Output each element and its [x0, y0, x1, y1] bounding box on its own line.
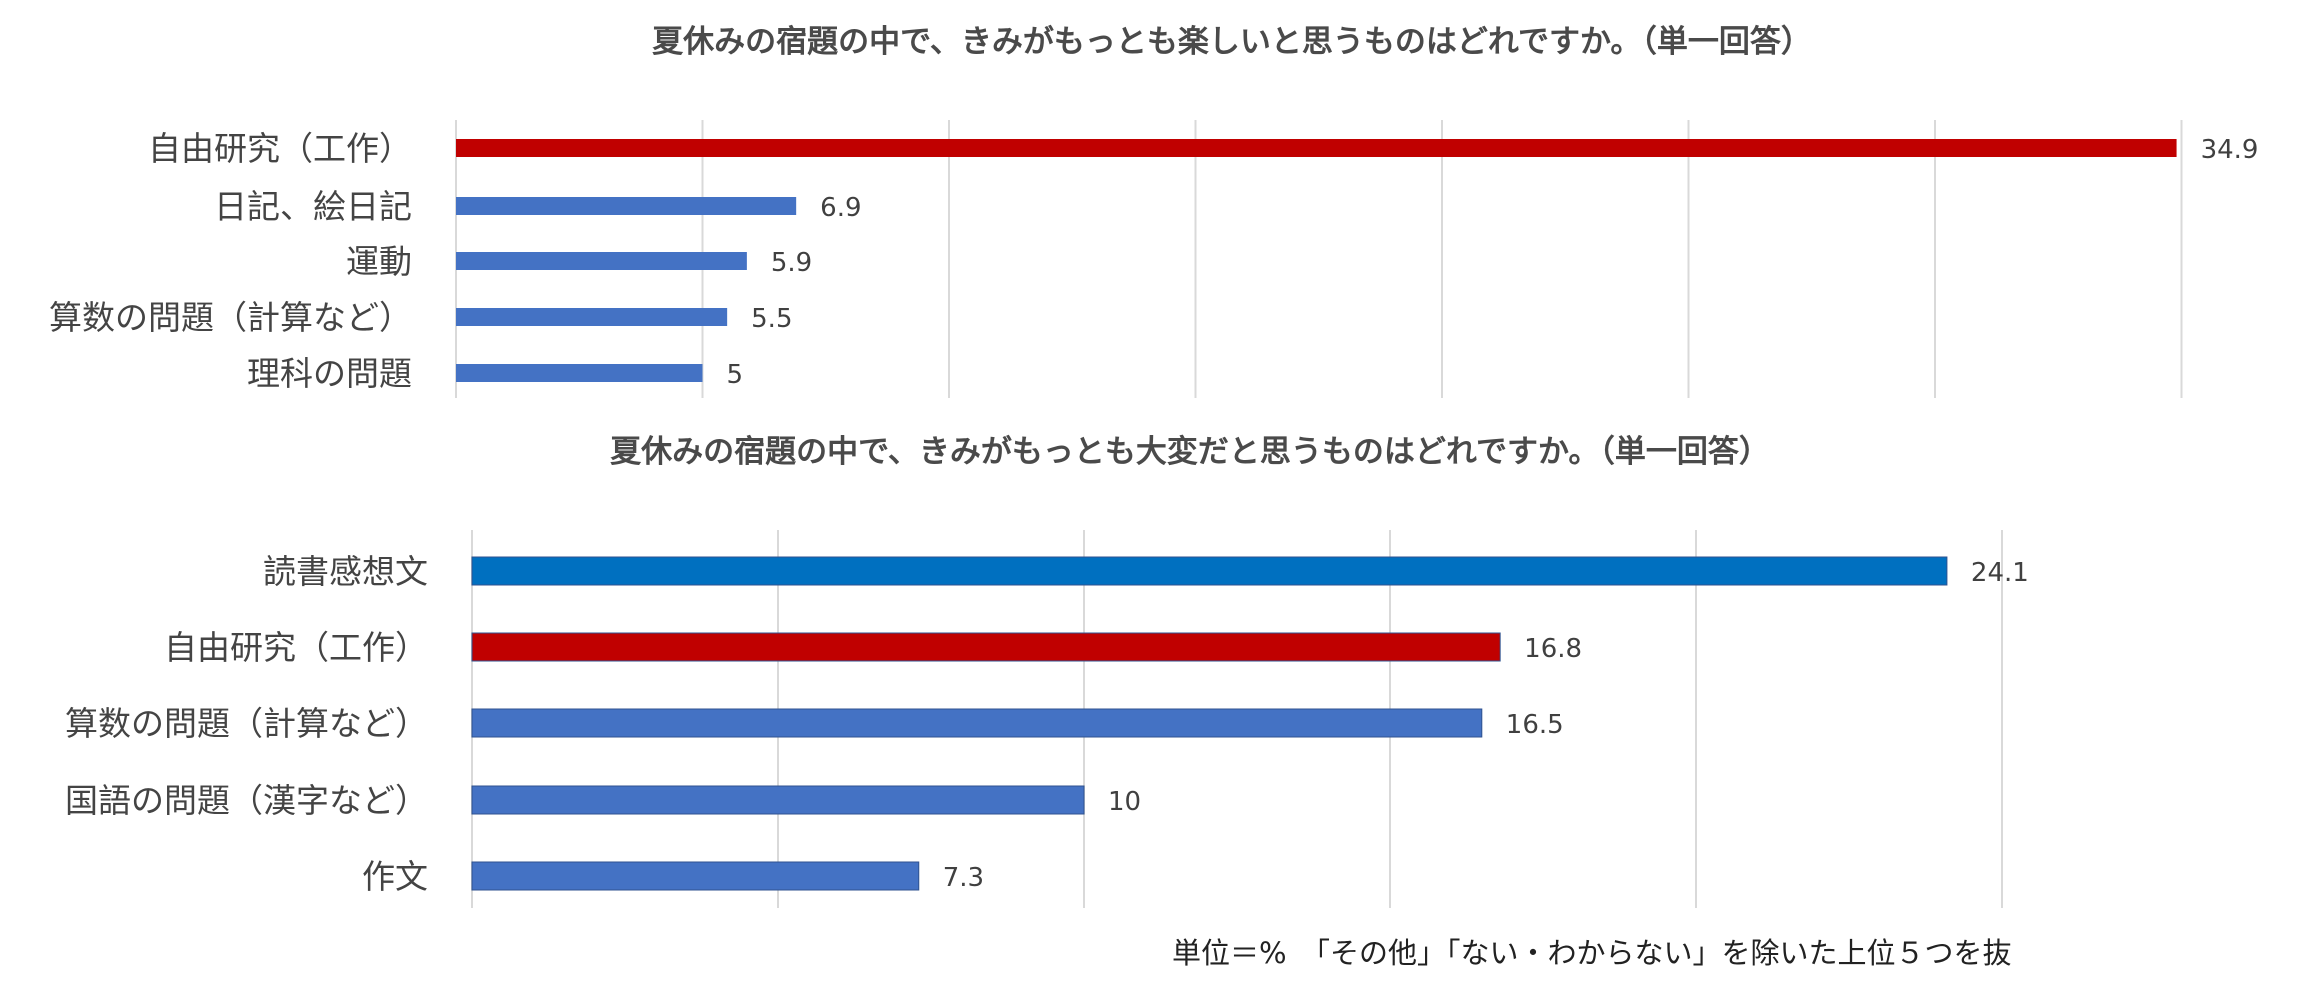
category-label: 算数の問題（計算など） [49, 298, 412, 337]
bar [456, 252, 747, 270]
category-label: 読書感想文 [263, 552, 428, 591]
category-label: 日記、絵日記 [214, 187, 412, 226]
chart-fun-homework: 夏休みの宿題の中で、きみがもっとも楽しいと思うものはどれですか。（単一回答） 自… [49, 24, 2258, 398]
value-label: 24.1 [1971, 558, 2029, 588]
bar [471, 632, 1501, 662]
value-labels: 24.1 16.8 16.5 10 7.3 [943, 558, 2029, 893]
category-label: 理科の問題 [247, 354, 412, 393]
category-label: 作文 [362, 857, 428, 896]
value-label: 5.5 [751, 304, 792, 334]
value-label: 10 [1108, 787, 1141, 817]
category-label: 自由研究（工作） [148, 129, 412, 168]
bar [456, 308, 728, 326]
bar [456, 197, 797, 215]
chart-title: 夏休みの宿題の中で、きみがもっとも大変だと思うものはどれですか。（単一回答） [610, 434, 1770, 470]
bar [471, 556, 1948, 586]
category-label: 自由研究（工作） [164, 628, 428, 667]
category-label: 算数の問題（計算など） [65, 704, 428, 743]
chart-title: 夏休みの宿題の中で、きみがもっとも楽しいと思うものはどれですか。（単一回答） [652, 24, 1812, 60]
bar [456, 139, 2177, 157]
bar [456, 364, 703, 382]
bar [471, 861, 920, 891]
chart-hard-homework: 夏休みの宿題の中で、きみがもっとも大変だと思うものはどれですか。（単一回答） 読… [65, 434, 2029, 908]
value-label: 34.9 [2201, 135, 2259, 165]
value-label: 5.9 [771, 248, 812, 278]
bars [456, 139, 2177, 382]
bar [471, 785, 1085, 815]
value-label: 16.5 [1506, 710, 1564, 740]
category-label: 国語の問題（漢字など） [65, 781, 428, 820]
bar [471, 708, 1483, 738]
bars [471, 556, 1948, 891]
footer-note: 単位＝% 「その他」「ない・わからない」を除いた上位５つを抜 [1172, 936, 2012, 970]
value-label: 7.3 [943, 863, 984, 893]
value-label: 6.9 [820, 193, 861, 223]
value-labels: 34.9 6.9 5.9 5.55 [727, 135, 2259, 390]
value-label: 5 [727, 360, 744, 390]
category-label: 運動 [346, 242, 412, 281]
value-label: 16.8 [1524, 634, 1582, 664]
gridlines [455, 120, 2183, 398]
